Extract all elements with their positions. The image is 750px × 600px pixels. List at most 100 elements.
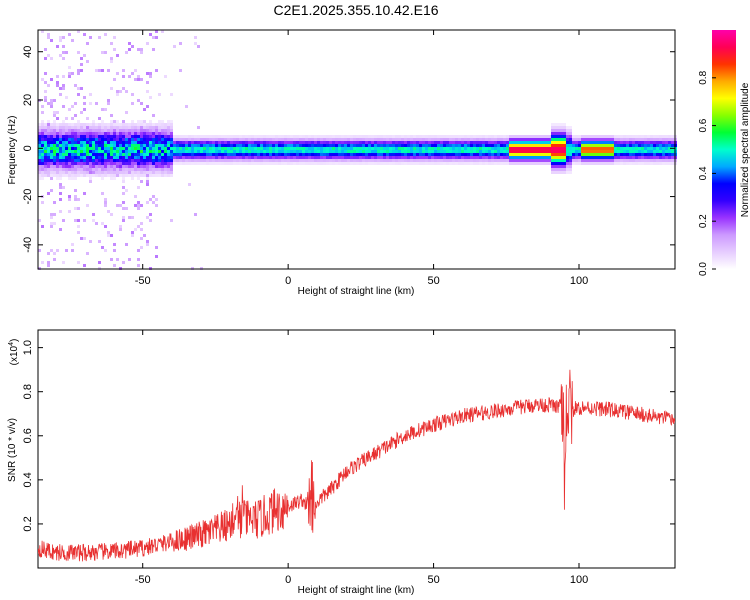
spectrogram-cell [440,153,443,156]
spectrogram-cell [569,165,572,168]
spectrogram-cell [182,162,185,165]
spectrogram-cell [647,141,650,144]
spectrogram-cell [290,162,293,165]
spectrogram-cell [380,156,383,159]
spectrogram-cell [257,141,260,144]
spectrogram-cell [395,138,398,141]
spectrogram-cell [92,162,95,165]
spectrogram-cell [620,144,623,147]
spectrogram-cell [143,108,146,111]
spectrogram-cell [317,144,320,147]
spectrogram-cell [257,144,260,147]
spectrogram-cell [659,162,662,165]
spectrogram-cell [668,159,671,162]
spectrogram-cell [131,156,134,159]
spectrogram-cell [311,162,314,165]
spectrogram-cell [44,144,47,147]
spectrogram-cell [575,162,578,165]
spectrogram-cell [668,141,671,144]
spectrogram-cell [215,147,218,150]
spectrogram-cell [440,150,443,153]
spectrogram-cell [569,156,572,159]
spectrogram-cell [599,147,602,150]
spectrogram-cell [86,159,89,162]
spectrogram-cell [131,123,134,126]
spectrogram-cell [530,135,533,138]
spectrogram-cell [512,150,515,153]
spectrogram-cell [158,126,161,129]
spectrogram-cell [80,138,83,141]
spectrogram-cell [275,156,278,159]
spectrogram-cell [98,171,101,174]
spectrogram-cell [245,141,248,144]
spectrogram-cell [539,138,542,141]
spectrogram-cell [77,174,80,177]
spectrogram-cell [566,168,569,171]
spectrogram-cell [377,159,380,162]
spectrogram-cell [65,147,68,150]
spectrogram-cell [650,150,653,153]
spectrogram-cell [161,129,164,132]
spectrogram-cell [401,159,404,162]
spectrogram-cell [242,153,245,156]
spectrogram-cell [470,144,473,147]
spectrogram-cell [386,162,389,165]
spectrogram-cell [125,132,128,135]
spectrogram-cell [152,159,155,162]
spectrogram-cell [248,138,251,141]
spectrogram-cell [176,159,179,162]
spectrogram-cell [668,153,671,156]
spectrogram-cell [155,30,158,33]
spectrogram-cell [140,147,143,150]
spectrogram-cell [575,141,578,144]
spectrogram-cell [461,162,464,165]
spectrogram-cell [338,159,341,162]
spectrogram-cell [239,141,242,144]
spectrogram-cell [83,156,86,159]
spectrogram-cell [485,150,488,153]
spectrogram-cell [50,222,53,225]
spectrogram-cell [83,153,86,156]
spectrogram-cell [416,138,419,141]
spectrogram-cell [431,135,434,138]
spectrogram-cell [59,126,62,129]
spectrogram-cell [68,168,71,171]
spectrogram-cell [512,159,515,162]
spectrogram-cell [107,165,110,168]
spectrogram-cell [83,192,86,195]
spectrogram-cell [404,141,407,144]
spectrogram-cell [428,138,431,141]
spectrogram-cell [470,153,473,156]
spectrogram-cell [422,147,425,150]
spectrogram-cell [104,126,107,129]
spectrogram-cell [548,138,551,141]
spectrogram-cell [41,144,44,147]
spectrogram-cell [272,135,275,138]
spectrogram-cell [110,159,113,162]
spectrogram-cell [101,120,104,123]
spectrogram-cell [524,153,527,156]
spectrogram-cell [365,150,368,153]
spectrogram-cell [590,162,593,165]
spectrogram-cell [593,162,596,165]
spectrogram-cell [491,162,494,165]
spectrogram-cell [551,141,554,144]
spectrogram-cell [71,135,74,138]
spectrogram-cell [329,147,332,150]
spectrogram-cell [452,135,455,138]
spectrogram-cell [509,147,512,150]
spectrogram-cell [92,165,95,168]
spectrogram-cell [221,153,224,156]
spectrogram-cell [167,174,170,177]
spectrogram-cell [473,144,476,147]
spectrogram-cell [326,144,329,147]
spectrogram-cell [248,153,251,156]
spectrogram-cell [194,42,197,45]
spectrogram-cell [371,153,374,156]
spectrogram-cell [539,162,542,165]
spectrogram-cell [80,150,83,153]
spectrogram-cell [644,141,647,144]
spectrogram-cell [347,144,350,147]
spectrogram-cell [74,156,77,159]
spectrogram-cell [182,141,185,144]
